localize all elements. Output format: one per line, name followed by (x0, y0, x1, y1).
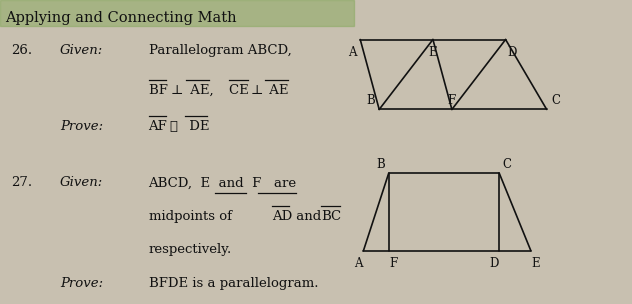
Text: DE: DE (185, 120, 210, 133)
Text: B: B (366, 94, 375, 107)
Text: midpoints of: midpoints of (149, 210, 240, 223)
Text: Given:: Given: (60, 176, 103, 189)
Text: respectively.: respectively. (149, 243, 232, 256)
Text: BFDE is a parallelogram.: BFDE is a parallelogram. (149, 277, 318, 290)
Text: E: E (428, 46, 437, 59)
Text: E: E (532, 257, 540, 271)
Bar (0, 0, 354, 26)
Text: BC: BC (321, 210, 341, 223)
Text: 27.: 27. (11, 176, 32, 189)
Text: AF: AF (149, 120, 171, 133)
Text: C: C (551, 94, 560, 107)
Text: ≅: ≅ (169, 120, 178, 133)
Text: F: F (447, 94, 456, 107)
Text: F: F (389, 257, 398, 271)
Text: and: and (292, 210, 325, 223)
Text: Prove:: Prove: (60, 277, 103, 290)
Text: B: B (377, 158, 386, 171)
Text: AE: AE (265, 84, 289, 97)
Text: ABCD,  E  and  F   are: ABCD, E and F are (149, 176, 296, 189)
Text: Prove:: Prove: (60, 120, 103, 133)
Text: C: C (502, 158, 511, 171)
Text: A: A (348, 46, 357, 59)
Text: AD: AD (272, 210, 292, 223)
Text: Applying and Connecting Math: Applying and Connecting Math (5, 11, 236, 25)
Text: D: D (490, 257, 499, 271)
Text: Given:: Given: (60, 44, 103, 57)
Text: Parallelogram ABCD,: Parallelogram ABCD, (149, 44, 291, 57)
Text: CE: CE (229, 84, 253, 97)
Text: AE,: AE, (186, 84, 218, 97)
Text: A: A (354, 257, 363, 271)
Text: ⊥: ⊥ (171, 84, 183, 97)
Text: D: D (507, 46, 516, 59)
Text: ⊥: ⊥ (251, 84, 264, 97)
Text: 26.: 26. (11, 44, 32, 57)
Text: BF: BF (149, 84, 172, 97)
